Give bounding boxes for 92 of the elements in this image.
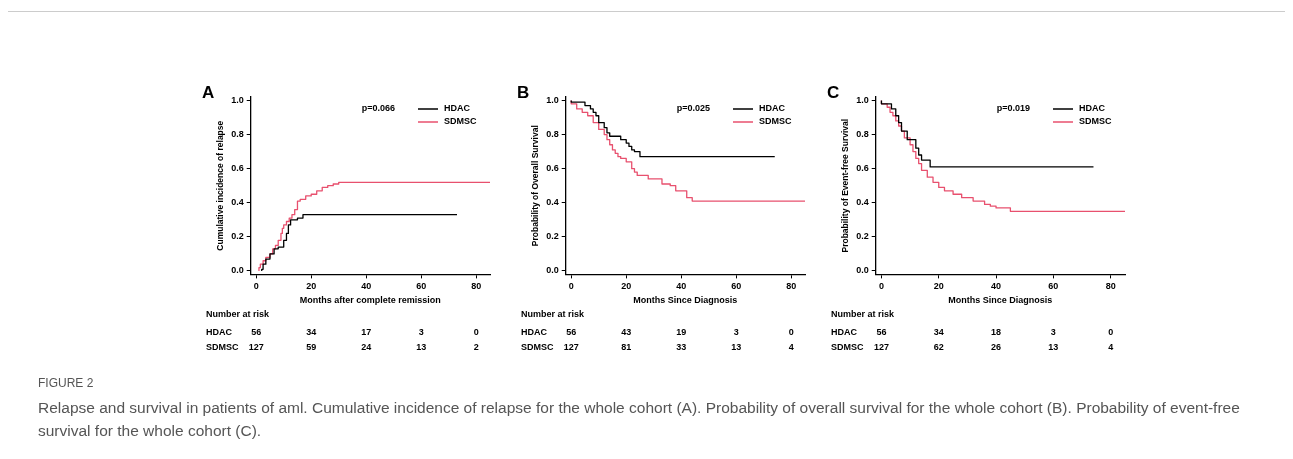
y-tick-label: 0.6 bbox=[856, 163, 869, 174]
text: 127 bbox=[248, 341, 264, 352]
text: SDMSC bbox=[521, 341, 554, 352]
legend-label: SDMSC bbox=[1079, 116, 1112, 127]
text: 56 bbox=[876, 326, 887, 337]
y-axis-title: Cumulative incidence of relapse bbox=[215, 120, 226, 251]
legend-label: HDAC bbox=[759, 103, 786, 114]
x-tick-label: 40 bbox=[361, 281, 372, 292]
text: 2 bbox=[473, 341, 479, 352]
x-tick-label: 40 bbox=[991, 281, 1002, 292]
text: 56 bbox=[566, 326, 577, 337]
text: 4 bbox=[788, 341, 794, 352]
text: Number at risk bbox=[521, 308, 586, 319]
text: 26 bbox=[991, 341, 1002, 352]
x-tick-label: 80 bbox=[1105, 281, 1116, 292]
text: SDMSC bbox=[831, 341, 864, 352]
text: 34 bbox=[933, 326, 944, 337]
text: 13 bbox=[1048, 341, 1059, 352]
y-tick-label: 0.0 bbox=[231, 265, 244, 276]
text: FIGURE 2 bbox=[38, 376, 95, 390]
text: 19 bbox=[676, 326, 687, 337]
y-tick-label: 0.8 bbox=[856, 129, 869, 140]
y-tick-label: 0.8 bbox=[546, 129, 559, 140]
annotation: p=0.019 bbox=[996, 103, 1030, 114]
x-tick-label: 0 bbox=[568, 281, 574, 292]
text: 3 bbox=[418, 326, 424, 337]
text: 0 bbox=[1108, 326, 1114, 337]
y-tick-label: 0.2 bbox=[231, 231, 244, 242]
y-tick-label: 1.0 bbox=[546, 94, 559, 105]
legend-label: HDAC bbox=[1079, 103, 1106, 114]
y-tick-label: 1.0 bbox=[231, 94, 244, 105]
text: 13 bbox=[731, 341, 742, 352]
text: SDMSC bbox=[206, 341, 239, 352]
y-axis-title: Probability of Overall Survival bbox=[530, 125, 541, 247]
x-tick-label: 20 bbox=[306, 281, 317, 292]
text: 59 bbox=[306, 341, 317, 352]
text: HDAC bbox=[831, 326, 858, 337]
text: 127 bbox=[563, 341, 579, 352]
x-tick-label: 0 bbox=[878, 281, 884, 292]
text: 18 bbox=[991, 326, 1002, 337]
text: 3 bbox=[733, 326, 739, 337]
chart-title: B bbox=[517, 83, 530, 103]
text: 4 bbox=[1108, 341, 1114, 352]
x-tick-label: 0 bbox=[253, 281, 259, 292]
text: 13 bbox=[416, 341, 427, 352]
text: Number at risk bbox=[831, 308, 896, 319]
x-axis-title: Months Since Diagnosis bbox=[948, 295, 1053, 306]
text: 127 bbox=[873, 341, 889, 352]
text: HDAC bbox=[521, 326, 548, 337]
y-tick-label: 0.0 bbox=[856, 265, 869, 276]
y-tick-label: 0.0 bbox=[546, 265, 559, 276]
text: 24 bbox=[361, 341, 372, 352]
text: 62 bbox=[933, 341, 944, 352]
y-tick-label: 0.6 bbox=[231, 163, 244, 174]
text: HDAC bbox=[206, 326, 233, 337]
text: 56 bbox=[251, 326, 262, 337]
x-tick-label: 60 bbox=[416, 281, 427, 292]
text: Number at risk bbox=[206, 308, 271, 319]
y-tick-label: 0.6 bbox=[546, 163, 559, 174]
x-axis-title: Months Since Diagnosis bbox=[633, 295, 738, 306]
text: 17 bbox=[361, 326, 372, 337]
chart-title: A bbox=[202, 83, 215, 103]
chart-title: C bbox=[827, 83, 840, 103]
x-tick-label: 20 bbox=[933, 281, 944, 292]
text: 33 bbox=[676, 341, 687, 352]
y-axis-title: Probability of Event-free Survival bbox=[840, 118, 851, 253]
x-tick-label: 60 bbox=[1048, 281, 1059, 292]
y-tick-label: 1.0 bbox=[856, 94, 869, 105]
y-tick-label: 0.4 bbox=[856, 197, 869, 208]
y-tick-label: 0.4 bbox=[231, 197, 244, 208]
x-tick-label: 80 bbox=[471, 281, 482, 292]
annotation: p=0.066 bbox=[361, 103, 395, 114]
text: 0 bbox=[788, 326, 794, 337]
annotation: p=0.025 bbox=[676, 103, 710, 114]
y-tick-label: 0.2 bbox=[546, 231, 559, 242]
text: 43 bbox=[621, 326, 632, 337]
y-tick-label: 0.4 bbox=[546, 197, 559, 208]
y-tick-label: 0.2 bbox=[856, 231, 869, 242]
legend-label: SDMSC bbox=[759, 116, 792, 127]
text: 0 bbox=[473, 326, 479, 337]
y-tick-label: 0.8 bbox=[231, 129, 244, 140]
x-axis-title: Months after complete remission bbox=[299, 295, 441, 306]
legend-label: HDAC bbox=[444, 103, 471, 114]
text: Relapse and survival in patients of aml. Cumulative incidence of relapse for the whole cohort (A). Probability of overall survival for the whole cohort (B). Probability of event-free survival for the whole cohort (C). bbox=[38, 398, 1241, 441]
text: 34 bbox=[306, 326, 317, 337]
legend-label: SDMSC bbox=[444, 116, 477, 127]
text: 3 bbox=[1050, 326, 1056, 337]
x-tick-label: 60 bbox=[731, 281, 742, 292]
text: 81 bbox=[621, 341, 632, 352]
x-tick-label: 80 bbox=[786, 281, 797, 292]
x-tick-label: 20 bbox=[621, 281, 632, 292]
x-tick-label: 40 bbox=[676, 281, 687, 292]
